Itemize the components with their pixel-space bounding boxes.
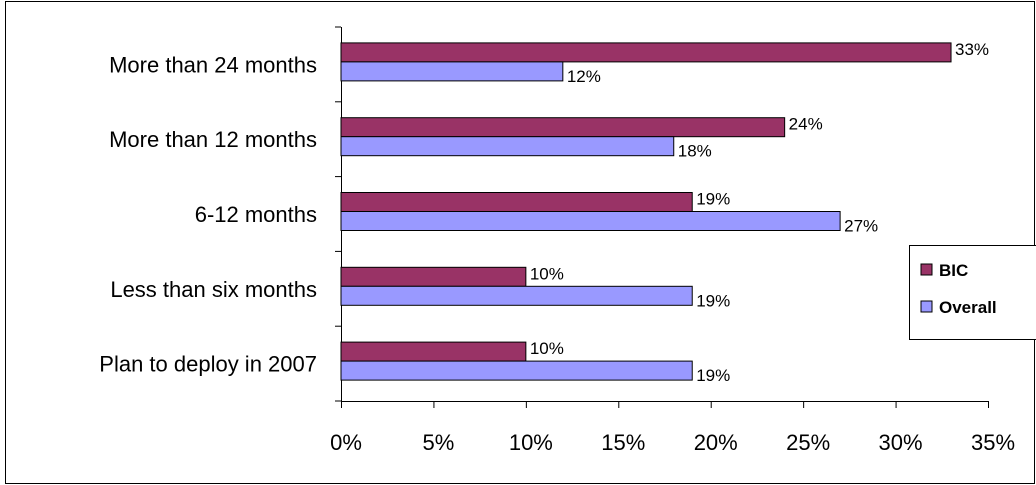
axes: 0% 5% 10% 15% 20% 25% 30% 35% [330, 26, 1015, 455]
bar-bic [340, 192, 693, 212]
x-tick-label: 0% [330, 430, 362, 455]
bar-bic [340, 117, 786, 138]
bar-bic [340, 42, 952, 63]
bar-bic [340, 341, 527, 362]
bar-overall [340, 360, 693, 381]
category-label: Less than six months [110, 277, 317, 302]
labels: More than 24 months 33% 12% More than 12 mo… [99, 40, 989, 385]
data-label: 10% [530, 339, 564, 358]
legend-swatch-overall [920, 300, 933, 313]
legend-label-overall: Overall [939, 298, 997, 317]
x-tick-label: 25% [786, 430, 830, 455]
data-label: 19% [696, 291, 730, 310]
x-tick-label: 35% [971, 430, 1015, 455]
legend-label-bic: BIC [939, 261, 968, 280]
x-tick-label: 30% [879, 430, 923, 455]
legend: BIC Overall [909, 245, 1036, 340]
category-label: More than 24 months [109, 52, 317, 77]
data-label: 18% [678, 142, 712, 161]
category-label: More than 12 months [109, 127, 317, 152]
legend-box [909, 245, 1036, 340]
chart-area-border [5, 1, 1035, 484]
bar-overall [340, 136, 675, 157]
data-label: 12% [567, 67, 601, 86]
x-tick-label: 20% [694, 430, 738, 455]
x-tick-label: 15% [601, 430, 645, 455]
bar-bic [340, 266, 527, 287]
legend-swatch-bic [920, 263, 933, 276]
data-label: 24% [789, 115, 823, 134]
x-tick-label: 5% [423, 430, 455, 455]
data-label: 19% [696, 190, 730, 209]
bar-overall [340, 61, 564, 82]
bar-overall [340, 285, 693, 306]
bar-overall [340, 211, 841, 231]
bars [340, 42, 952, 381]
data-label: 10% [530, 264, 564, 283]
data-label: 19% [696, 366, 730, 385]
category-label: 6-12 months [195, 202, 317, 227]
category-label: Plan to deploy in 2007 [99, 352, 317, 377]
x-tick-label: 10% [509, 430, 553, 455]
data-label: 27% [844, 217, 878, 236]
data-label: 33% [955, 40, 989, 59]
